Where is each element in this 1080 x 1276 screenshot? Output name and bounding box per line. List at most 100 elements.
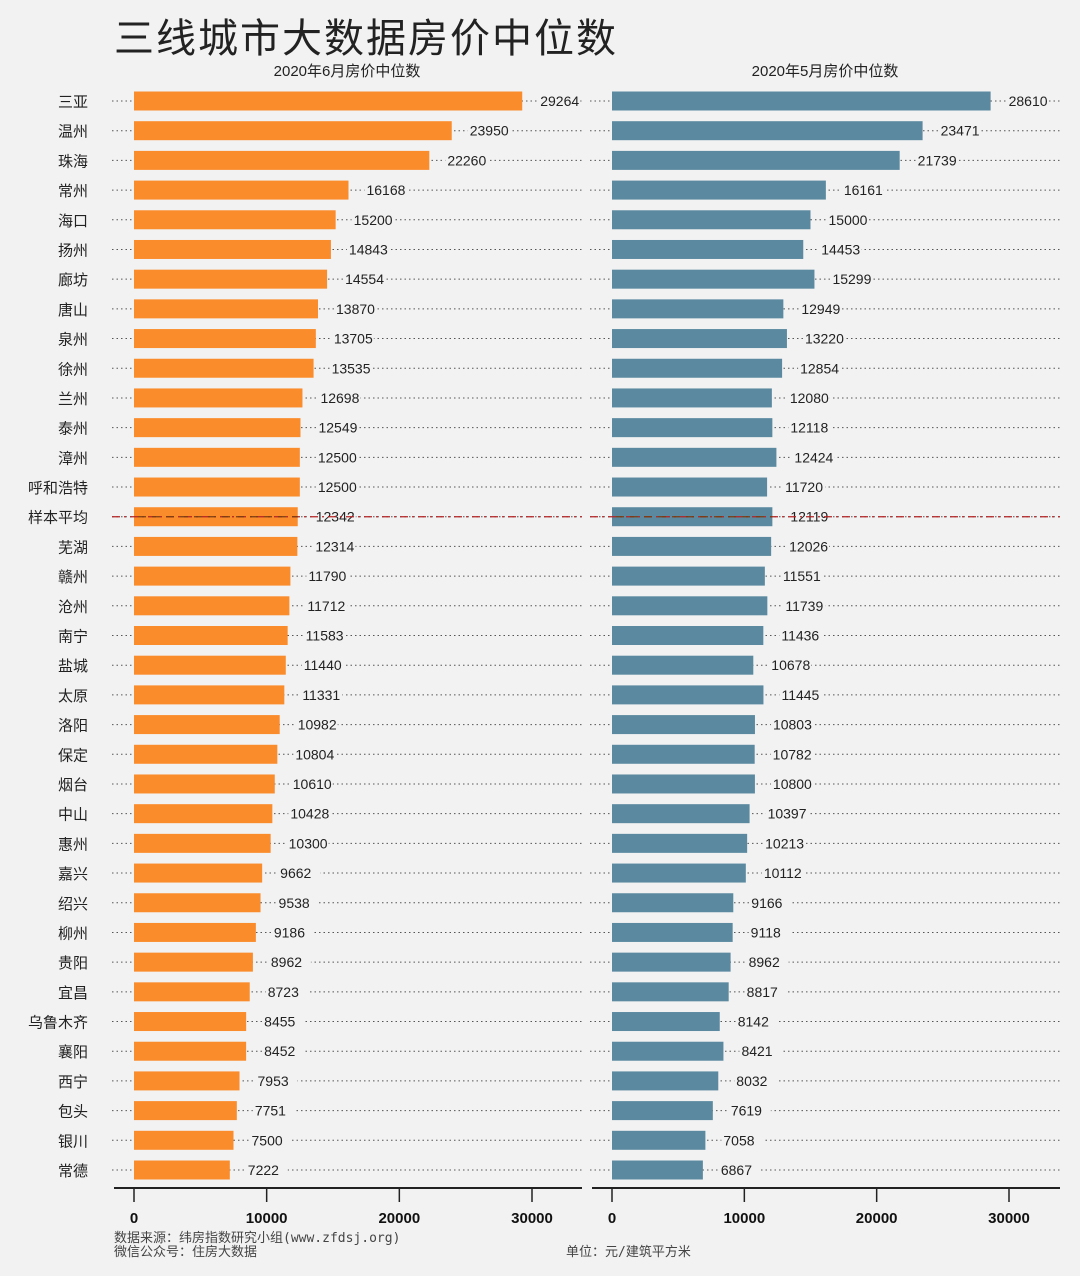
- may-value-label: 15000: [829, 212, 868, 228]
- may-value-label: 10782: [773, 746, 812, 762]
- june-value-label: 13870: [336, 301, 375, 317]
- june-label-bg: [295, 716, 338, 733]
- may-value-label: 10112: [764, 865, 802, 881]
- may-value-label: 11720: [785, 479, 823, 495]
- category-label: 乌鲁木齐: [28, 1014, 88, 1032]
- category-label: 徐州: [58, 360, 88, 378]
- may-label-bg: [718, 1162, 761, 1178]
- may-panel-title: 2020年5月房价中位数: [751, 63, 899, 80]
- may-bar: [612, 566, 765, 586]
- category-label: 温州: [58, 123, 88, 141]
- may-label-bg: [938, 122, 981, 139]
- june-label-bg: [252, 1102, 295, 1119]
- june-tick-label: 0: [130, 1210, 138, 1227]
- may-label-bg: [1006, 93, 1049, 109]
- may-value-label: 15299: [832, 271, 871, 287]
- may-value-label: 23471: [941, 123, 980, 139]
- may-value-label: 11739: [785, 598, 823, 614]
- june-label-bg: [286, 835, 329, 852]
- may-value-label: 11436: [781, 628, 819, 644]
- may-label-bg: [787, 389, 830, 406]
- category-label: 海口: [58, 212, 88, 230]
- category-label: 唐山: [58, 301, 88, 319]
- category-label: 保定: [58, 746, 88, 764]
- june-bar: [134, 566, 291, 586]
- june-label-bg: [364, 182, 407, 199]
- may-label-bg: [761, 865, 804, 882]
- june-value-label: 16168: [366, 182, 405, 198]
- may-label-bg: [830, 271, 873, 288]
- june-label-bg: [331, 330, 374, 347]
- may-label-bg: [746, 954, 789, 971]
- june-value-label: 11712: [307, 598, 345, 614]
- june-bar: [134, 121, 452, 141]
- may-bar: [612, 774, 755, 794]
- june-value-label: 10300: [289, 835, 328, 851]
- june-bar: [134, 299, 319, 319]
- june-bar: [134, 536, 298, 556]
- june-value-label: 7222: [248, 1162, 279, 1178]
- may-tick-label: 0: [608, 1210, 616, 1227]
- may-bar: [612, 210, 811, 230]
- category-label: 呼和浩特: [28, 479, 88, 497]
- may-label-bg: [783, 479, 826, 496]
- category-label: 襄阳: [58, 1043, 88, 1061]
- june-value-label: 11440: [304, 657, 342, 673]
- may-label-bg: [721, 1132, 764, 1149]
- june-value-label: 10610: [293, 776, 332, 792]
- june-value-label: 11790: [308, 568, 346, 584]
- june-bar: [134, 952, 253, 972]
- may-bar: [612, 1160, 703, 1180]
- may-bar: [612, 91, 991, 111]
- june-bar: [134, 715, 280, 735]
- may-bar: [612, 1041, 724, 1061]
- may-label-bg: [770, 746, 813, 763]
- june-label-bg: [313, 538, 356, 555]
- may-bar: [612, 596, 768, 616]
- category-label: 柳州: [58, 924, 88, 942]
- june-bar: [134, 893, 261, 913]
- category-label: 常德: [58, 1162, 88, 1180]
- may-label-bg: [770, 716, 813, 733]
- june-label-bg: [300, 686, 343, 703]
- may-label-bg: [765, 805, 808, 822]
- may-label-bg: [780, 568, 823, 585]
- may-bar: [612, 150, 900, 170]
- may-bar: [612, 1012, 720, 1032]
- category-label: 三亚: [58, 93, 88, 111]
- june-value-label: 9538: [279, 895, 310, 911]
- june-label-bg: [290, 775, 333, 792]
- june-bar: [134, 685, 285, 705]
- may-bar: [612, 626, 764, 645]
- may-bar: [612, 922, 733, 942]
- may-value-label: 11551: [783, 568, 821, 584]
- may-bar: [612, 744, 755, 764]
- may-bar: [612, 1130, 706, 1150]
- june-bar: [134, 804, 273, 824]
- may-label-bg: [734, 1072, 777, 1089]
- june-panel-title: 2020年6月房价中位数: [273, 63, 421, 80]
- may-value-label: 10397: [768, 806, 807, 822]
- may-bar: [612, 418, 773, 438]
- june-label-bg: [303, 627, 346, 644]
- may-bar: [612, 1071, 719, 1091]
- june-value-label: 8962: [271, 954, 302, 970]
- june-bar: [134, 180, 349, 200]
- june-bar: [134, 863, 263, 883]
- may-value-label: 16161: [844, 182, 883, 198]
- june-value-label: 10428: [290, 806, 329, 822]
- june-bar: [134, 1101, 237, 1121]
- june-value-label: 13705: [334, 331, 373, 347]
- june-bar: [134, 418, 301, 438]
- may-bar: [612, 655, 754, 675]
- june-label-bg: [329, 360, 372, 377]
- category-label: 包头: [58, 1103, 88, 1121]
- may-label-bg: [779, 627, 822, 644]
- may-bar: [612, 982, 729, 1002]
- may-label-bg: [819, 241, 862, 258]
- june-value-label: 15200: [354, 212, 393, 228]
- may-value-label: 8817: [747, 984, 778, 1000]
- may-value-label: 12080: [790, 390, 829, 406]
- may-label-bg: [744, 983, 787, 1000]
